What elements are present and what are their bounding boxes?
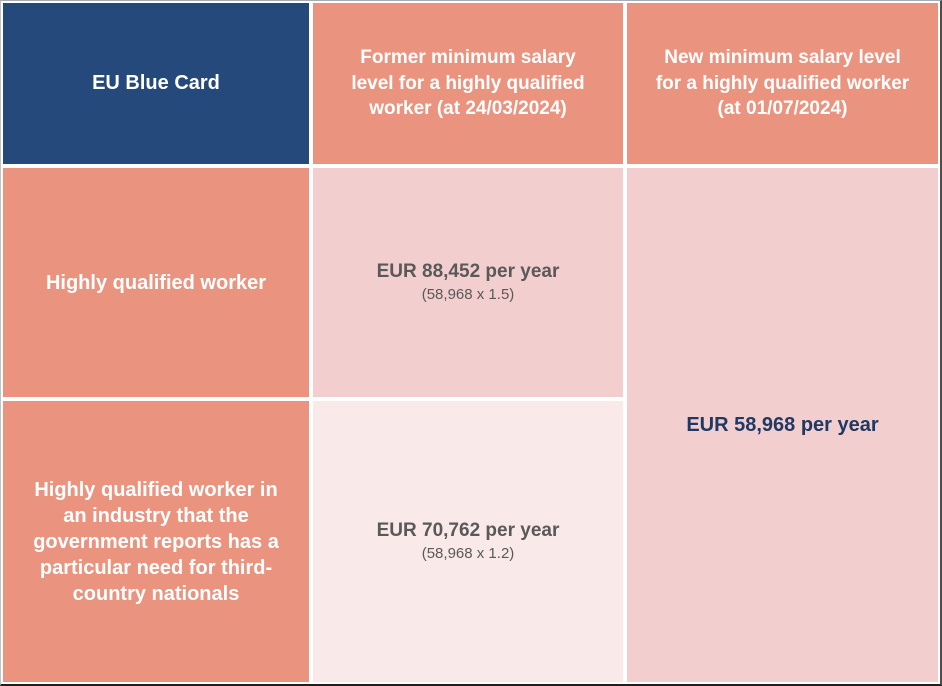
header-cell-eu-blue-card: EU Blue Card xyxy=(3,3,309,164)
new-salary-value-text: EUR 58,968 per year xyxy=(686,414,879,436)
new-salary-value-merged: EUR 58,968 per year xyxy=(627,168,938,682)
salary-formula-text: (58,968 x 1.2) xyxy=(421,545,515,563)
row-label-industry-particular-need: Highly qualified worker in an industry t… xyxy=(3,401,309,682)
row-label-highly-qualified-worker: Highly qualified worker xyxy=(3,168,309,397)
eu-blue-card-title: EU Blue Card xyxy=(92,72,220,94)
salary-value-text: EUR 88,452 per year xyxy=(376,261,560,283)
former-salary-header-label: Former minimum salary level for a highly… xyxy=(351,47,585,120)
salary-value-text: EUR 70,762 per year xyxy=(376,520,560,542)
salary-formula-text: (58,968 x 1.5) xyxy=(421,286,515,304)
former-salary-value-row1: EUR 88,452 per year (58,968 x 1.5) xyxy=(313,168,623,397)
header-cell-new-salary: New minimum salary level for a highly qu… xyxy=(627,3,938,164)
former-salary-value-row2: EUR 70,762 per year (58,968 x 1.2) xyxy=(313,401,623,682)
row-label-text: Highly qualified worker xyxy=(45,271,267,294)
header-cell-former-salary: Former minimum salary level for a highly… xyxy=(313,3,623,164)
row-label-text: Highly qualified worker in an industry t… xyxy=(33,478,279,605)
new-salary-header-label: New minimum salary level for a highly qu… xyxy=(655,47,910,120)
